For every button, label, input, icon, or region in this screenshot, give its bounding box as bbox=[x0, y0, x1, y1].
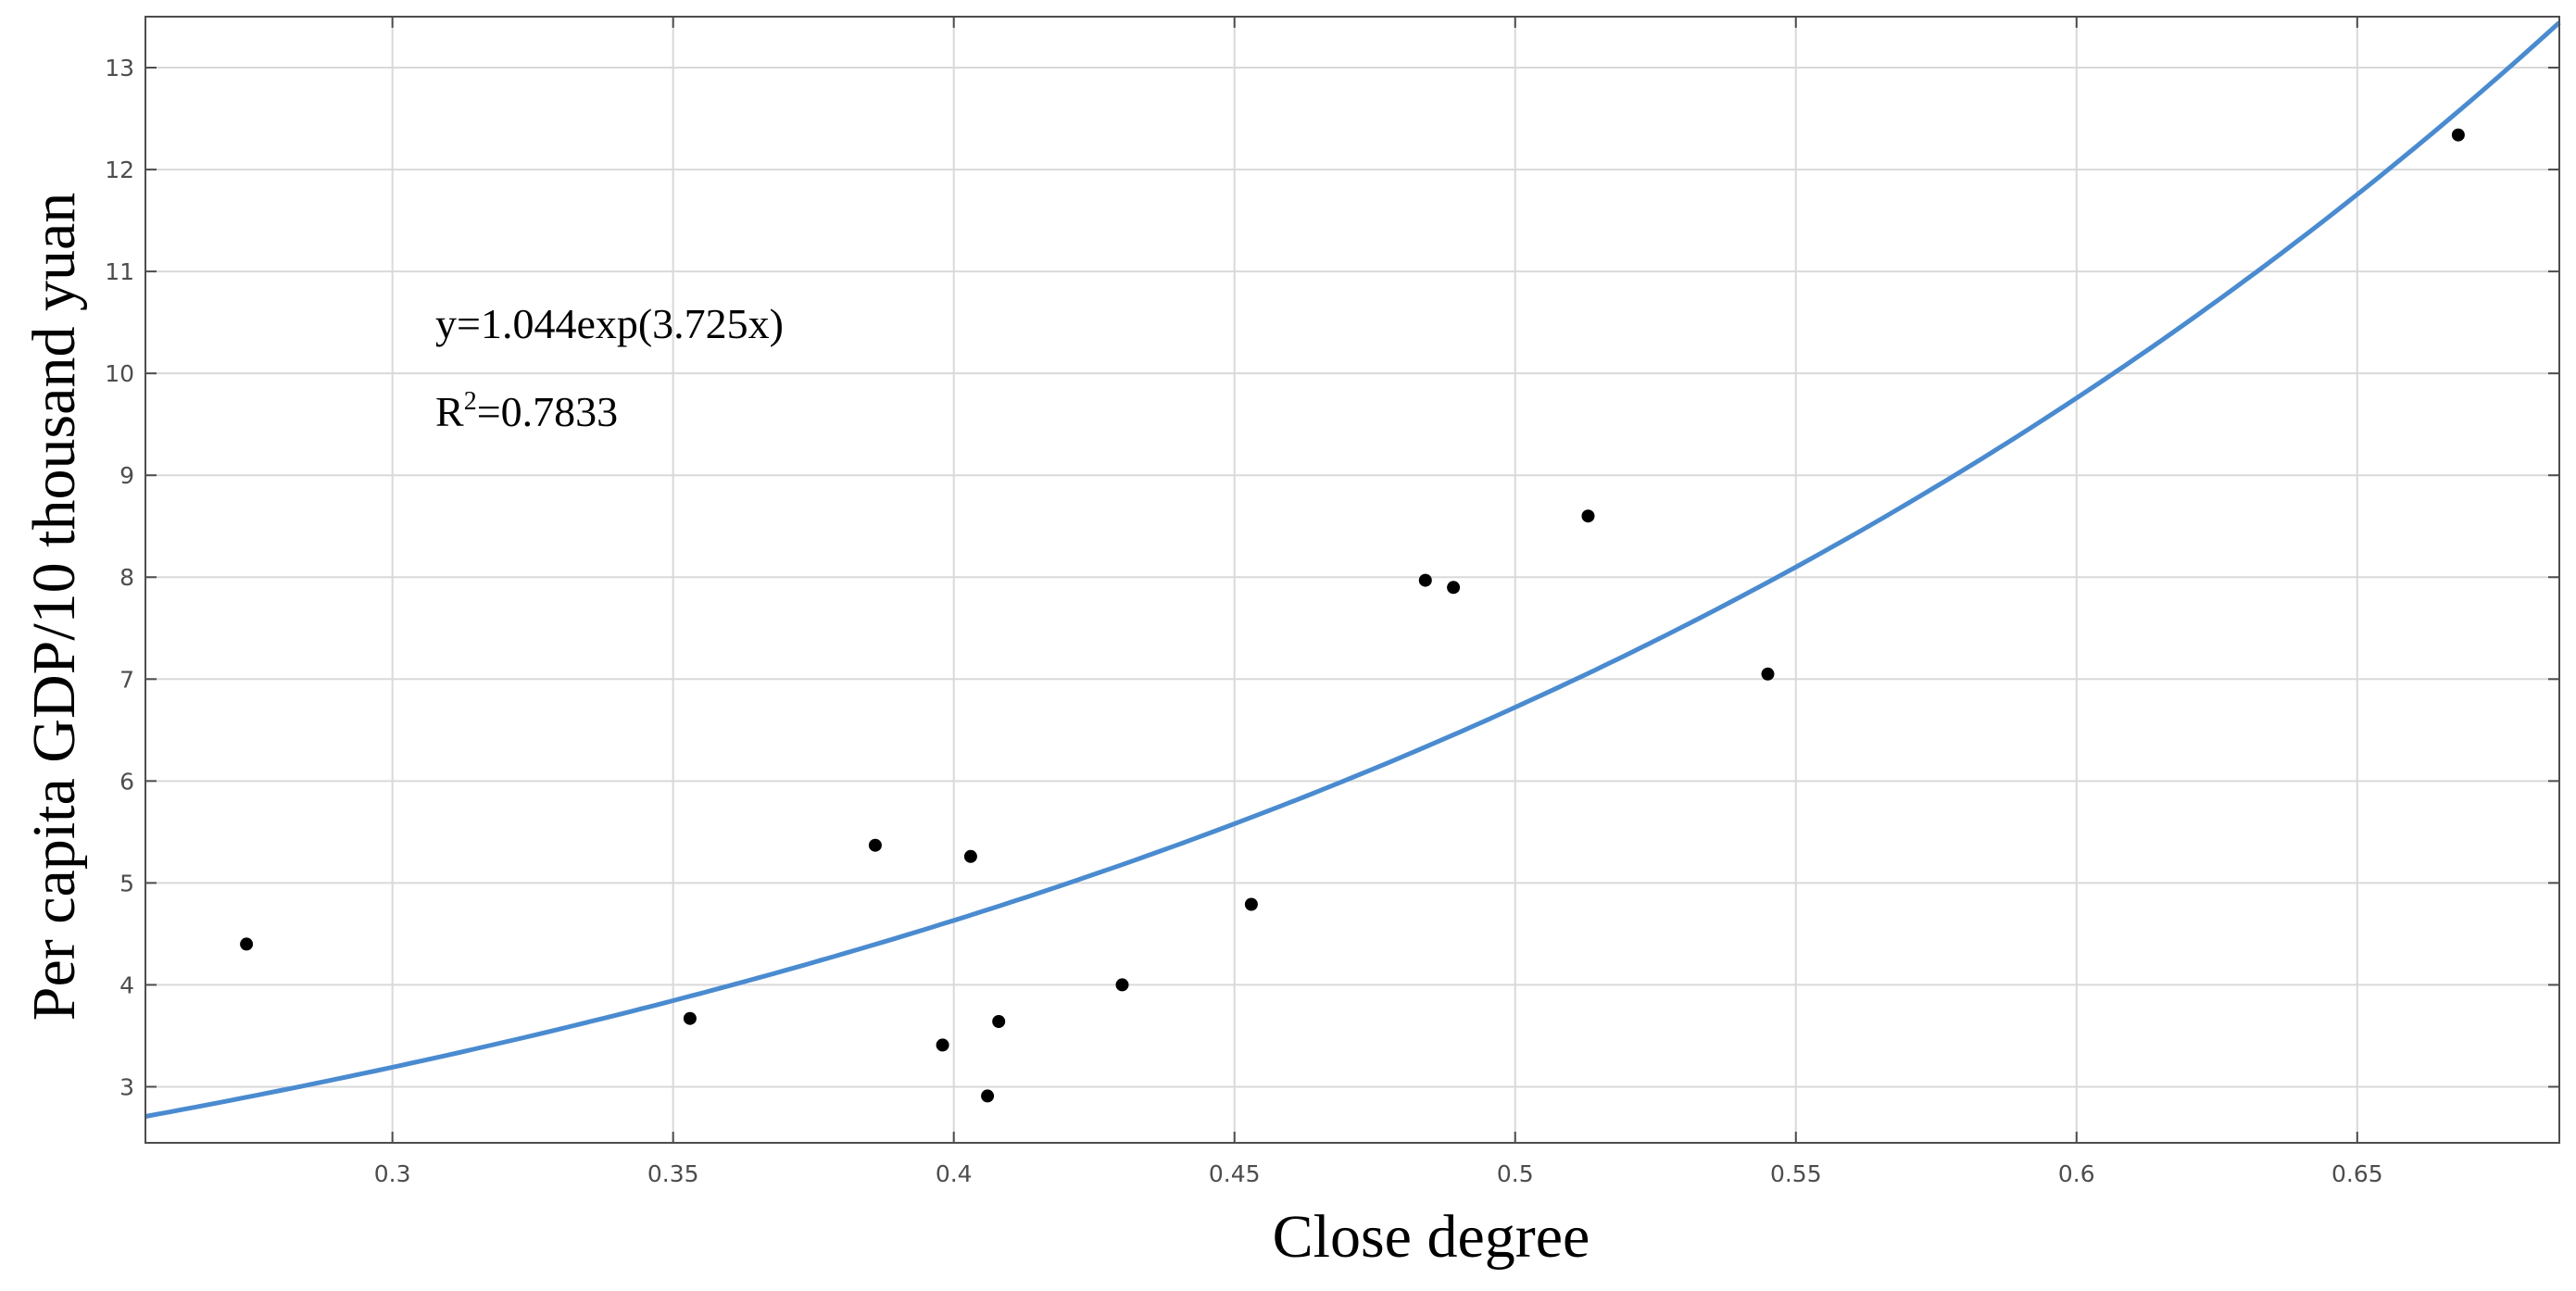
y-tick-label: 5 bbox=[119, 870, 134, 896]
r-squared-annotation: R2=0.7833 bbox=[435, 387, 618, 435]
x-tick-label: 0.45 bbox=[1209, 1160, 1261, 1187]
x-tick-label: 0.3 bbox=[374, 1160, 411, 1187]
x-tick-label: 0.4 bbox=[936, 1160, 973, 1187]
grid-lines bbox=[145, 17, 2559, 1143]
x-tick-label: 0.6 bbox=[2058, 1160, 2095, 1187]
data-point bbox=[868, 838, 882, 852]
data-point bbox=[992, 1015, 1006, 1028]
y-tick-label: 12 bbox=[105, 157, 134, 183]
data-point bbox=[2451, 128, 2465, 142]
y-tick-label: 9 bbox=[119, 462, 134, 489]
fit-curve bbox=[145, 20, 2561, 1119]
y-axis-ticks: 3 4 5 6 7 8 9 10 11 12 13 bbox=[105, 55, 2559, 1100]
data-point bbox=[240, 937, 254, 951]
r-squared-value: =0.7833 bbox=[477, 388, 618, 435]
data-point bbox=[981, 1089, 995, 1103]
x-tick-label: 0.5 bbox=[1497, 1160, 1534, 1187]
y-tick-label: 6 bbox=[119, 768, 134, 795]
data-point bbox=[963, 849, 977, 863]
x-tick-label: 0.65 bbox=[2331, 1160, 2383, 1187]
r-squared-superscript: 2 bbox=[464, 387, 477, 416]
r-squared-prefix: R bbox=[435, 388, 464, 435]
data-point bbox=[1761, 667, 1775, 681]
y-tick-label: 8 bbox=[119, 564, 134, 591]
data-point bbox=[683, 1011, 697, 1025]
data-point bbox=[1447, 581, 1461, 595]
data-point bbox=[1115, 978, 1129, 992]
data-point bbox=[1244, 897, 1258, 911]
y-tick-label: 7 bbox=[119, 666, 134, 693]
x-axis-ticks: 0.3 0.35 0.4 0.45 0.5 0.55 0.6 0.65 bbox=[374, 17, 2383, 1187]
plot-frame bbox=[145, 16, 2560, 1144]
data-point bbox=[1581, 509, 1595, 523]
y-tick-label: 13 bbox=[105, 55, 134, 81]
data-point bbox=[1418, 573, 1432, 587]
x-tick-label: 0.35 bbox=[647, 1160, 699, 1187]
data-points bbox=[240, 128, 2465, 1103]
x-tick-label: 0.55 bbox=[1770, 1160, 1822, 1187]
y-axis-label: Per capita GDP/10 thousand yuan bbox=[20, 193, 88, 1022]
y-tick-label: 11 bbox=[105, 258, 134, 285]
y-tick-label: 3 bbox=[119, 1073, 134, 1100]
y-tick-label: 4 bbox=[119, 971, 134, 998]
fit-equation: y=1.044exp(3.725x) bbox=[435, 300, 784, 347]
x-axis-label: Close degree bbox=[1273, 1203, 1590, 1271]
data-point bbox=[936, 1038, 949, 1052]
y-tick-label: 10 bbox=[105, 360, 134, 387]
fit-curve-layer bbox=[145, 20, 2561, 1119]
